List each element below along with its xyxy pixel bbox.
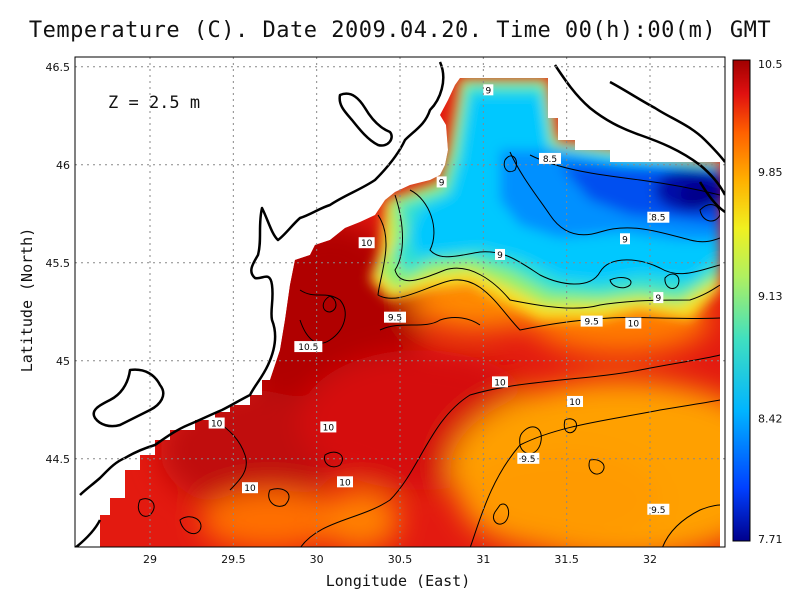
x-axis-ticks: 29 29.5 30 30.5 31 31.5 32 (143, 553, 657, 566)
contour-label-box (294, 341, 323, 353)
x-tick-label: 31.5 (554, 553, 579, 566)
colorbar: 10.5 9.85 9.13 8.42 7.71 (732, 58, 783, 546)
contour-label-box (337, 476, 353, 488)
contour-label: 10 (625, 317, 642, 330)
colorbar-tick-label: 9.85 (758, 166, 783, 179)
contour-label-text: 9 (622, 235, 628, 245)
contour-label: 10 (320, 421, 337, 433)
contour-label: 9.5 (384, 311, 406, 324)
contour-label-text: 10 (339, 478, 351, 488)
contour-label-text: 10 (569, 398, 581, 408)
contour-label-box (647, 211, 670, 223)
contour-labels: 9 8.5 9 8.5 9 10 9 9 9.5 9.5 10 10.5 10 10 10 10 9.5 10 10… (208, 84, 670, 516)
contour-label: 9 (436, 176, 447, 188)
contour-label-box (483, 84, 494, 96)
contour-label: 10 (358, 237, 375, 249)
y-axis-label: Latitude (North) (18, 228, 36, 373)
contour-label: 9 (653, 292, 664, 304)
depth-label: Z = 2.5 m (108, 93, 200, 113)
contour-label: 10.5 (294, 341, 323, 353)
contour-label: 9 (495, 248, 505, 261)
contour-label-box (384, 311, 406, 323)
x-tick-label: 32 (643, 553, 657, 566)
y-tick-label: 46.5 (46, 61, 71, 74)
contour-label-text: 9 (439, 178, 445, 188)
contour-label-box (320, 421, 337, 433)
contour-label-box (358, 237, 375, 249)
contour-label: 9 (483, 84, 494, 96)
x-tick-label: 29 (143, 553, 157, 566)
contour-label-text: 8.5 (543, 155, 557, 165)
contour-label-box (625, 317, 642, 329)
y-tick-label: 44.5 (46, 453, 71, 466)
colorbar-scale (732, 59, 751, 542)
contour-label-text: 9 (655, 294, 661, 304)
x-tick-label: 29.5 (221, 553, 246, 566)
grid-lines (75, 57, 725, 547)
map-title: Temperature (C). Date 2009.04.20. Time 0… (28, 18, 772, 43)
contour-label-text: 10 (494, 378, 506, 388)
contour-label-box (620, 233, 630, 245)
contour-label-box (208, 417, 225, 429)
plot-frame (74, 56, 726, 548)
contour-label-text: 10.5 (298, 343, 318, 353)
y-tick-label: 46 (56, 159, 70, 172)
contour-label-text: 9.5 (585, 318, 599, 328)
contour-label-text: 8.5 (651, 214, 665, 224)
colorbar-tick-label: 8.42 (758, 413, 783, 426)
temperature-field (100, 78, 720, 547)
coastline (75, 61, 725, 547)
contour-label-box (492, 376, 508, 388)
colorbar-ticks: 10.5 9.85 9.13 8.42 7.71 (758, 58, 783, 546)
colorbar-tick-label: 9.13 (758, 290, 783, 303)
contour-label-text: 10 (361, 239, 373, 249)
contour-label-text: 10 (211, 420, 223, 430)
contour-label-box (242, 482, 258, 494)
contour-label-text: 9.5 (521, 455, 535, 465)
contour-label: 9 (620, 233, 630, 245)
y-axis-ticks: 44.5 45 45.5 46 46.5 (46, 61, 71, 466)
contour-label-text: 10 (244, 484, 256, 494)
contour-lines (137, 151, 720, 547)
contour-label-box (580, 315, 603, 327)
contour-label-text: 9 (497, 251, 503, 261)
contour-label: 9.5 (580, 315, 603, 328)
x-tick-label: 30 (310, 553, 324, 566)
contour-label: 8.5 (647, 211, 670, 224)
contour-label-box (495, 248, 505, 260)
contour-label-text: 10 (628, 320, 640, 330)
contour-label: 10 (242, 482, 258, 494)
x-axis-label: Longitude (East) (326, 572, 471, 590)
colorbar-tick-label: 10.5 (758, 58, 783, 71)
x-tick-label: 31 (476, 553, 490, 566)
y-tick-label: 45 (56, 355, 70, 368)
contour-label: 10 (208, 417, 225, 430)
contour-label-text: 10 (323, 423, 335, 433)
contour-label: 9.5 (647, 503, 670, 516)
y-tick-label: 45.5 (46, 257, 71, 270)
contour-label-box (436, 176, 447, 188)
contour-label: 8.5 (539, 152, 561, 165)
contour-label-box (647, 503, 670, 515)
contour-label: 10 (567, 395, 583, 408)
contour-label-box (567, 395, 583, 407)
contour-label: 10 (492, 376, 508, 388)
x-tick-label: 30.5 (388, 553, 413, 566)
contour-label-box (539, 152, 561, 164)
contour-label-text: 9 (485, 86, 491, 96)
contour-label: 9.5 (517, 452, 540, 465)
contour-label-box (653, 292, 664, 304)
contour-label-text: 9.5 (651, 506, 665, 516)
contour-label-box (517, 452, 540, 464)
contour-label-text: 9.5 (388, 314, 402, 324)
contour-label: 10 (337, 476, 353, 488)
colorbar-tick-label: 7.71 (758, 533, 783, 546)
